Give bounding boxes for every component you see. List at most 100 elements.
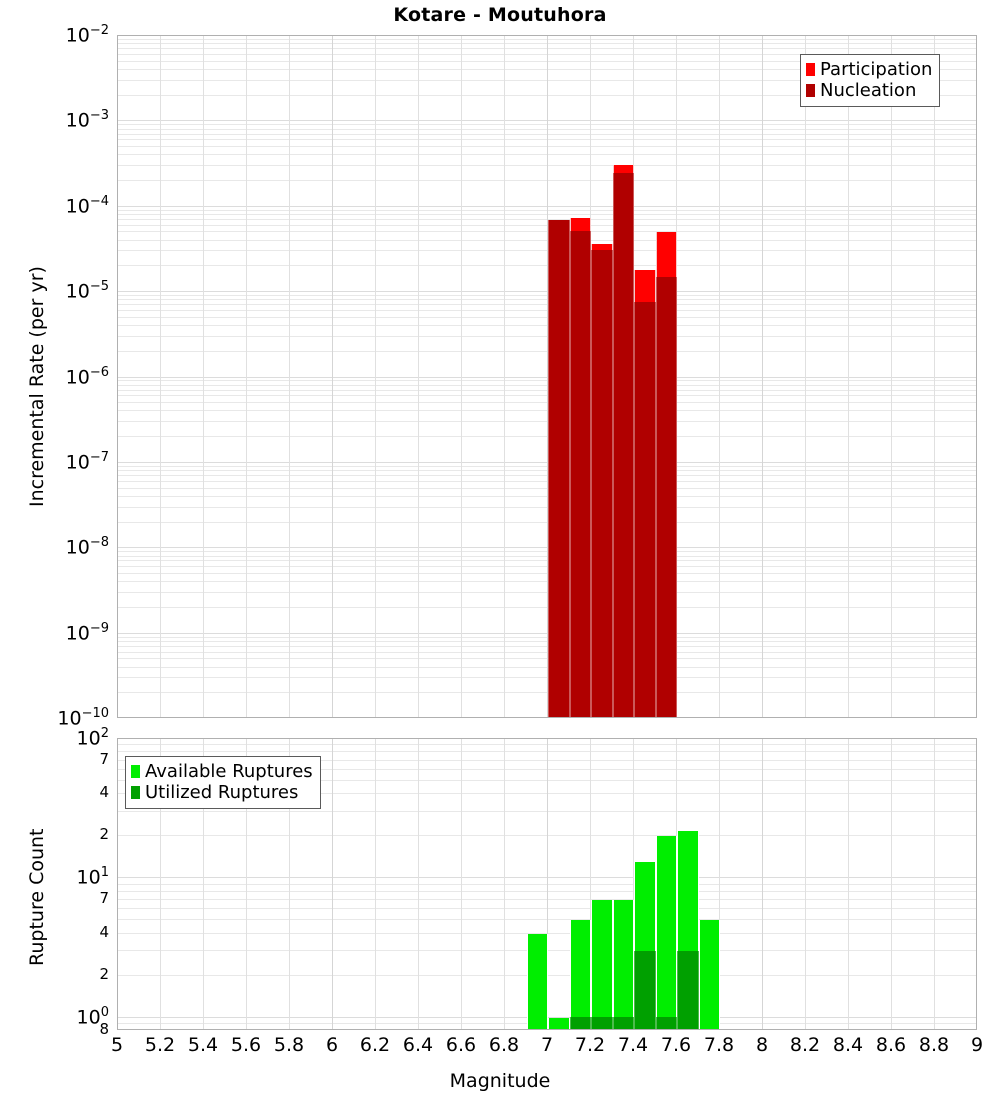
bar-segment-available-ruptures <box>526 933 548 1029</box>
bar <box>698 920 720 1029</box>
gridline-vertical <box>934 36 935 717</box>
bar-segment-available-ruptures <box>548 1017 570 1029</box>
incremental-rate-y-axis-title: Incremental Rate (per yr) <box>26 265 48 507</box>
gridline-vertical <box>160 739 161 1029</box>
gridline-vertical <box>805 739 806 1029</box>
gridline-vertical <box>762 36 763 717</box>
x-tick-label: 7.8 <box>703 1034 735 1056</box>
bar <box>569 218 591 717</box>
incremental-rate-plot <box>117 35 977 718</box>
gridline-vertical <box>418 739 419 1029</box>
x-tick-label: 6 <box>325 1034 339 1056</box>
figure-title: Kotare - Moutuhora <box>393 4 607 26</box>
x-tick-label: 8.6 <box>875 1034 907 1056</box>
gridline-vertical <box>547 739 548 1029</box>
bar-segment-nucleation <box>591 250 613 717</box>
bar-segment-utilized-ruptures <box>677 951 699 1029</box>
y-minor-tick-label: 8 <box>99 1020 109 1038</box>
gridline-vertical <box>762 739 763 1029</box>
gridline-vertical <box>375 739 376 1029</box>
gridline-vertical <box>332 36 333 717</box>
gridline-vertical <box>633 739 634 1029</box>
legend-swatch-icon <box>806 63 815 77</box>
y-minor-tick-label: 4 <box>99 783 109 802</box>
bar <box>591 243 613 717</box>
x-axis-title: Magnitude <box>449 1070 551 1092</box>
x-tick-label: 7.2 <box>574 1034 606 1056</box>
x-tick-label: 6.8 <box>488 1034 520 1056</box>
y-tick-label: 101 <box>76 865 109 889</box>
gridline-vertical <box>719 739 720 1029</box>
bar <box>655 836 677 1029</box>
y-tick-label: 10−9 <box>65 620 109 644</box>
incremental-rate-legend-item[interactable]: Participation <box>806 59 932 80</box>
gridline-vertical <box>160 36 161 717</box>
legend-swatch-icon <box>131 765 140 779</box>
gridline-vertical <box>461 36 462 717</box>
x-tick-label: 5.8 <box>273 1034 305 1056</box>
bar-segment-available-ruptures <box>591 899 613 1029</box>
x-tick-label: 9 <box>970 1034 984 1056</box>
y-tick-label: 10−6 <box>65 364 109 388</box>
legend-swatch-icon <box>131 786 140 800</box>
x-tick-label: 8.4 <box>832 1034 864 1056</box>
bar <box>569 920 591 1029</box>
gridline-vertical <box>375 36 376 717</box>
rupture-count-legend-item[interactable]: Utilized Ruptures <box>131 782 313 803</box>
bar <box>634 862 656 1029</box>
y-minor-tick-label: 7 <box>99 888 109 907</box>
x-tick-label: 5.4 <box>187 1034 219 1056</box>
x-tick-label: 8.2 <box>789 1034 821 1056</box>
bar <box>548 219 570 717</box>
gridline-vertical <box>332 739 333 1029</box>
legend-label: Utilized Ruptures <box>145 782 299 804</box>
bar-segment-nucleation <box>634 302 656 717</box>
gridline-vertical <box>891 739 892 1029</box>
gridline-vertical <box>246 739 247 1029</box>
y-tick-label: 10−4 <box>65 193 109 218</box>
y-minor-tick-label: 7 <box>99 749 109 768</box>
bar-segment-available-ruptures <box>698 920 720 1029</box>
gridline-vertical <box>289 36 290 717</box>
gridline-vertical <box>203 739 204 1029</box>
gridline-vertical <box>504 36 505 717</box>
bar <box>655 232 677 717</box>
legend-swatch-icon <box>806 84 815 98</box>
bar-segment-utilized-ruptures <box>634 951 656 1029</box>
y-tick-label: 100 <box>76 1004 109 1028</box>
x-tick-label: 5.2 <box>144 1034 176 1056</box>
bar-segment-available-ruptures <box>612 899 634 1029</box>
bar-segment-nucleation <box>612 172 634 717</box>
gridline-vertical <box>590 739 591 1029</box>
x-tick-label: 6.4 <box>402 1034 434 1056</box>
y-tick-label: 10−5 <box>65 279 109 303</box>
bar <box>591 899 613 1029</box>
y-tick-label: 10−7 <box>65 449 109 474</box>
legend-label: Participation <box>820 59 933 80</box>
bar <box>612 164 634 717</box>
rupture-count-y-axis-title: Rupture Count <box>26 828 48 967</box>
bar-segment-nucleation <box>548 219 570 717</box>
gridline-vertical <box>246 36 247 717</box>
bar <box>612 899 634 1029</box>
gridline-vertical <box>203 36 204 717</box>
x-tick-label: 7.4 <box>617 1034 649 1056</box>
y-minor-tick-label: 4 <box>99 922 109 941</box>
bar-segment-utilized-ruptures <box>569 1017 591 1029</box>
bar-segment-utilized-ruptures <box>612 1017 634 1029</box>
x-tick-label: 8 <box>755 1034 769 1056</box>
gridline-vertical <box>891 36 892 717</box>
x-tick-label: 6.6 <box>445 1034 477 1056</box>
x-tick-label: 6.2 <box>359 1034 391 1056</box>
incremental-rate-legend-item[interactable]: Nucleation <box>806 80 932 101</box>
gridline-vertical <box>848 739 849 1029</box>
bar <box>526 933 548 1029</box>
gridline-vertical <box>719 36 720 717</box>
gridline-vertical <box>805 36 806 717</box>
legend-label: Nucleation <box>820 80 917 102</box>
x-tick-label: 8.8 <box>918 1034 950 1056</box>
rupture-count-legend-item[interactable]: Available Ruptures <box>131 761 313 782</box>
x-tick-label: 5 <box>110 1034 124 1056</box>
rupture-count-legend: Available Ruptures Utilized Ruptures <box>125 756 321 810</box>
